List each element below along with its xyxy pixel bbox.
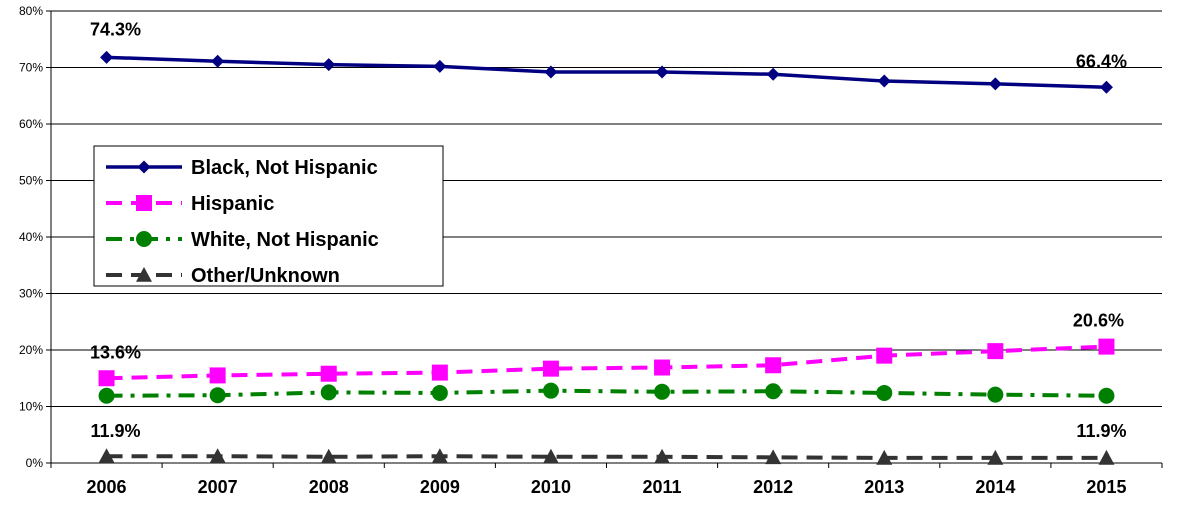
x-axis-ticks: 2006 2007 2008 2009 2010 2011 2012 2013 2014 2015: [50, 463, 1163, 497]
legend-label: Hispanic: [191, 193, 274, 215]
y-tick-label: 40%: [19, 230, 43, 244]
data-point: [320, 384, 337, 401]
data-point: [209, 448, 226, 464]
data-point: [98, 387, 115, 404]
series-group: [98, 50, 1115, 465]
data-point: [542, 448, 559, 464]
y-tick-label: 70%: [19, 61, 43, 75]
data-point: [542, 382, 559, 399]
data-point: [320, 448, 337, 464]
y-tick-label: 30%: [19, 287, 43, 301]
legend-label: Black, Not Hispanic: [191, 157, 378, 179]
y-tick-label: 60%: [19, 117, 43, 131]
y-tick-label: 10%: [19, 400, 43, 414]
data-point: [211, 54, 225, 68]
x-tick-label: 2010: [531, 477, 571, 497]
data-point: [877, 74, 891, 88]
data-labels: 74.3% 66.4% 13.6% 20.6% 11.9% 11.9%: [90, 19, 1127, 440]
x-tick-label: 2008: [309, 477, 349, 497]
legend-marker: [136, 267, 152, 282]
data-point: [209, 387, 226, 404]
data-point: [876, 384, 893, 401]
data-point: [876, 347, 893, 364]
data-point: [766, 67, 780, 81]
data-point: [987, 449, 1004, 465]
data-point: [987, 343, 1004, 360]
data-label: 20.6%: [1073, 311, 1124, 331]
legend-label: White, Not Hispanic: [191, 229, 379, 251]
data-point: [431, 384, 448, 401]
data-point: [1098, 387, 1115, 404]
legend: Black, Not Hispanic Hispanic White, Not Hi…: [93, 145, 444, 287]
series-3: [98, 448, 1115, 465]
data-point: [654, 359, 671, 376]
series-1: [98, 338, 1115, 387]
data-label: 11.9%: [91, 421, 141, 441]
data-point: [765, 357, 782, 374]
x-tick-label: 2012: [753, 477, 793, 497]
series-line: [106, 55, 1107, 90]
data-point: [654, 448, 671, 464]
legend-item: Hispanic: [106, 193, 274, 215]
legend-marker: [136, 195, 152, 211]
series-line: [106, 388, 1107, 398]
legend-item: Other/Unknown: [106, 265, 340, 287]
y-tick-label: 20%: [19, 343, 43, 357]
data-point: [1098, 449, 1115, 465]
x-tick-label: 2015: [1086, 477, 1126, 497]
y-tick-label: 80%: [19, 4, 43, 18]
legend-item: Black, Not Hispanic: [106, 157, 378, 179]
series-line: [106, 344, 1107, 381]
data-point: [431, 448, 448, 464]
legend-label: Other/Unknown: [191, 265, 340, 287]
data-label: 11.9%: [1076, 421, 1126, 441]
data-label: 74.3%: [90, 19, 141, 39]
x-tick-label: 2013: [864, 477, 904, 497]
data-point: [322, 58, 336, 72]
legend-item: White, Not Hispanic: [106, 229, 379, 251]
data-label: 66.4%: [1076, 51, 1127, 71]
data-point: [431, 364, 448, 381]
legend-marker: [137, 160, 151, 174]
data-point: [987, 386, 1004, 403]
data-point: [988, 77, 1002, 91]
data-point: [98, 448, 115, 464]
data-point: [654, 383, 671, 400]
data-point: [209, 367, 226, 384]
data-point: [655, 65, 669, 79]
y-tick-label: 0%: [26, 456, 44, 470]
data-point: [1099, 80, 1113, 94]
data-point: [98, 370, 115, 387]
series-0: [100, 50, 1113, 94]
data-point: [1098, 338, 1115, 355]
x-tick-label: 2007: [198, 477, 238, 497]
x-tick-label: 2009: [420, 477, 460, 497]
y-axis-ticks: 0% 10% 20% 30% 40% 50% 60% 70% 80%: [19, 4, 51, 470]
legend-marker: [136, 231, 152, 247]
data-point: [542, 360, 559, 377]
data-point: [320, 365, 337, 382]
legend-box: [93, 145, 444, 287]
data-point: [544, 65, 558, 79]
data-point: [100, 50, 114, 64]
data-point: [765, 383, 782, 400]
data-point: [876, 449, 893, 465]
x-tick-label: 2011: [643, 477, 682, 497]
series-line: [106, 454, 1107, 460]
data-point: [765, 449, 782, 465]
series-2: [98, 382, 1115, 404]
x-tick-label: 2014: [975, 477, 1015, 497]
y-tick-label: 50%: [19, 174, 43, 188]
x-tick-label: 2006: [87, 477, 127, 497]
data-point: [433, 59, 447, 73]
data-label: 13.6%: [90, 342, 141, 362]
